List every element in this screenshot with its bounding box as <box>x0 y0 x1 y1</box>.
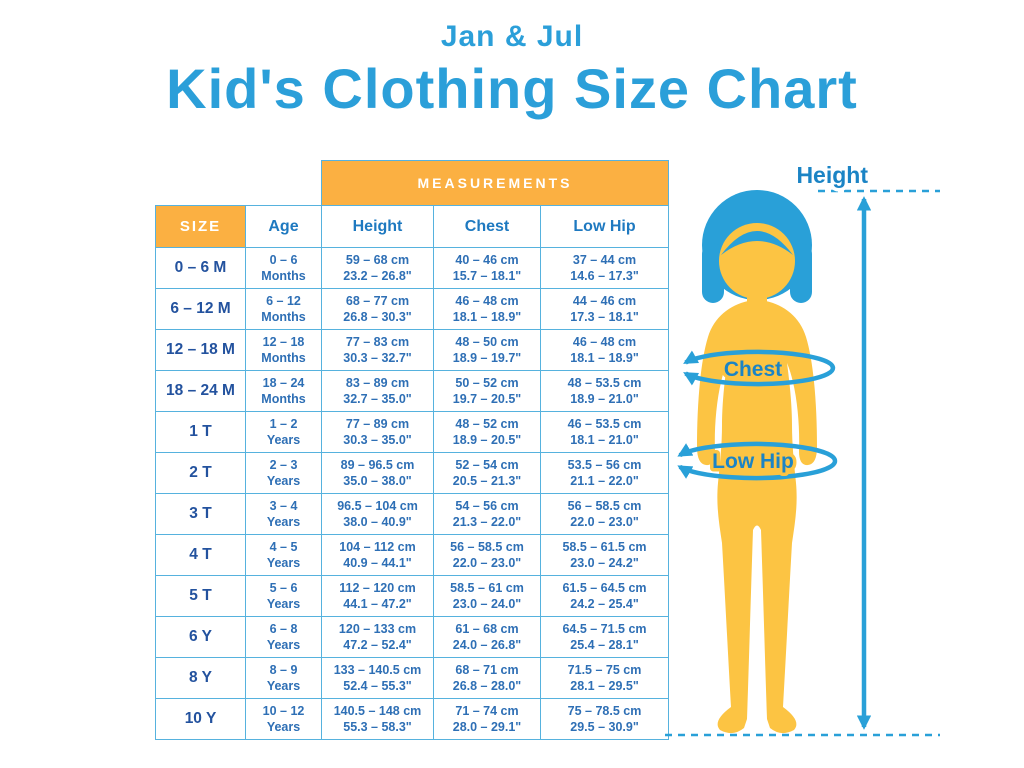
kid-hair-left-lock-icon <box>702 243 724 303</box>
height-cell: 59 – 68 cm 23.2 – 26.8" <box>321 247 434 289</box>
size-cell: 5 T <box>155 575 246 617</box>
age-cell: 8 – 9 Years <box>245 657 322 699</box>
chest-cell: 46 – 48 cm 18.1 – 18.9" <box>433 288 541 330</box>
chest-cell: 54 – 56 cm 21.3 – 22.0" <box>433 493 541 535</box>
age-cell: 6 – 12 Months <box>245 288 322 330</box>
brand-title: Jan & Jul <box>440 20 584 53</box>
low-hip-cell: 56 – 58.5 cm 22.0 – 23.0" <box>539 493 670 535</box>
size-cell: 3 T <box>155 493 246 535</box>
size-cell: 0 – 6 M <box>155 247 246 289</box>
size-cell: 1 T <box>155 411 246 453</box>
column-header-row: SIZE Age Height Chest Low Hip <box>155 205 670 248</box>
low-hip-column-header: Low Hip <box>539 205 670 248</box>
low-hip-measure-ellipse <box>677 441 838 481</box>
age-cell: 10 – 12 Years <box>245 698 322 740</box>
table-row: 18 – 24 M 18 – 24 Months 83 – 89 cm 32.7 –… <box>155 370 670 412</box>
height-cell: 112 – 120 cm 44.1 – 47.2" <box>321 575 434 617</box>
low-hip-cell: 37 – 44 cm 14.6 – 17.3" <box>539 247 670 289</box>
kid-body-silhouette <box>697 293 817 734</box>
chest-cell: 61 – 68 cm 24.0 – 26.8" <box>433 616 541 658</box>
chest-cell: 52 – 54 cm 20.5 – 21.3" <box>433 452 541 494</box>
age-cell: 4 – 5 Years <box>245 534 322 576</box>
measurements-header: MEASUREMENTS <box>320 160 670 206</box>
age-cell: 6 – 8 Years <box>245 616 322 658</box>
height-cell: 140.5 – 148 cm 55.3 – 58.3" <box>321 698 434 740</box>
age-cell: 0 – 6 Months <box>245 247 322 289</box>
age-cell: 12 – 18 Months <box>245 329 322 371</box>
size-cell: 6 – 12 M <box>155 288 246 330</box>
low-hip-cell: 48 – 53.5 cm 18.9 – 21.0" <box>539 370 670 412</box>
chest-cell: 48 – 50 cm 18.9 – 19.7" <box>433 329 541 371</box>
chest-cell: 71 – 74 cm 28.0 – 29.1" <box>433 698 541 740</box>
page-title: Kid's Clothing Size Chart <box>166 57 858 120</box>
low-hip-cell: 44 – 46 cm 17.3 – 18.1" <box>539 288 670 330</box>
size-column-header: SIZE <box>155 205 246 248</box>
age-cell: 5 – 6 Years <box>245 575 322 617</box>
table-row: 6 – 12 M 6 – 12 Months 68 – 77 cm 26.8 – 3… <box>155 288 670 330</box>
height-cell: 77 – 89 cm 30.3 – 35.0" <box>321 411 434 453</box>
table-row: 10 Y 10 – 12 Years 140.5 – 148 cm 55.3 – 5… <box>155 698 670 740</box>
size-table-body: 0 – 6 M 0 – 6 Months 59 – 68 cm 23.2 – 26.… <box>155 247 670 740</box>
height-cell: 104 – 112 cm 40.9 – 44.1" <box>321 534 434 576</box>
low-hip-cell: 75 – 78.5 cm 29.5 – 30.9" <box>539 698 670 740</box>
height-column-header: Height <box>321 205 434 248</box>
kid-hair-right-lock-icon <box>790 243 812 303</box>
height-cell: 120 – 133 cm 47.2 – 52.4" <box>321 616 434 658</box>
table-row: 1 T 1 – 2 Years 77 – 89 cm 30.3 – 35.0" 48… <box>155 411 670 453</box>
height-cell: 83 – 89 cm 32.7 – 35.0" <box>321 370 434 412</box>
table-row: 3 T 3 – 4 Years 96.5 – 104 cm 38.0 – 40.9"… <box>155 493 670 535</box>
table-blank-corner <box>155 160 322 206</box>
height-label: Height <box>796 162 868 188</box>
size-cell: 18 – 24 M <box>155 370 246 412</box>
size-cell: 6 Y <box>155 616 246 658</box>
age-cell: 2 – 3 Years <box>245 452 322 494</box>
height-cell: 68 – 77 cm 26.8 – 30.3" <box>321 288 434 330</box>
table-row: 5 T 5 – 6 Years 112 – 120 cm 44.1 – 47.2" … <box>155 575 670 617</box>
low-hip-cell: 53.5 – 56 cm 21.1 – 22.0" <box>539 452 670 494</box>
kid-measurement-diagram: Height Chest Low Hip <box>665 159 940 737</box>
low-hip-cell: 46 – 53.5 cm 18.1 – 21.0" <box>539 411 670 453</box>
table-row: 0 – 6 M 0 – 6 Months 59 – 68 cm 23.2 – 26.… <box>155 247 670 289</box>
age-cell: 3 – 4 Years <box>245 493 322 535</box>
chest-cell: 50 – 52 cm 19.7 – 20.5" <box>433 370 541 412</box>
chest-cell: 56 – 58.5 cm 22.0 – 23.0" <box>433 534 541 576</box>
age-cell: 1 – 2 Years <box>245 411 322 453</box>
height-cell: 133 – 140.5 cm 52.4 – 55.3" <box>321 657 434 699</box>
chest-cell: 48 – 52 cm 18.9 – 20.5" <box>433 411 541 453</box>
low-hip-cell: 64.5 – 71.5 cm 25.4 – 28.1" <box>539 616 670 658</box>
table-row: 8 Y 8 – 9 Years 133 – 140.5 cm 52.4 – 55.3… <box>155 657 670 699</box>
height-cell: 96.5 – 104 cm 38.0 – 40.9" <box>321 493 434 535</box>
low-hip-label: Low Hip <box>712 450 794 473</box>
size-cell: 4 T <box>155 534 246 576</box>
table-row: 2 T 2 – 3 Years 89 – 96.5 cm 35.0 – 38.0" … <box>155 452 670 494</box>
kid-fringe-icon <box>721 231 793 255</box>
size-table: MEASUREMENTS SIZE Age Height Chest Low H… <box>155 160 670 740</box>
kid-figure <box>697 190 817 734</box>
age-column-header: Age <box>245 205 322 248</box>
chest-cell: 58.5 – 61 cm 23.0 – 24.0" <box>433 575 541 617</box>
chest-column-header: Chest <box>433 205 541 248</box>
size-cell: 2 T <box>155 452 246 494</box>
table-row: 6 Y 6 – 8 Years 120 – 133 cm 47.2 – 52.4" … <box>155 616 670 658</box>
chest-label: Chest <box>724 358 782 381</box>
size-cell: 10 Y <box>155 698 246 740</box>
size-cell: 12 – 18 M <box>155 329 246 371</box>
measurements-row: MEASUREMENTS <box>155 160 670 206</box>
chest-cell: 68 – 71 cm 26.8 – 28.0" <box>433 657 541 699</box>
height-cell: 77 – 83 cm 30.3 – 32.7" <box>321 329 434 371</box>
chest-cell: 40 – 46 cm 15.7 – 18.1" <box>433 247 541 289</box>
chest-measure-ellipse <box>683 349 836 387</box>
age-cell: 18 – 24 Months <box>245 370 322 412</box>
size-cell: 8 Y <box>155 657 246 699</box>
low-hip-cell: 46 – 48 cm 18.1 – 18.9" <box>539 329 670 371</box>
table-row: 4 T 4 – 5 Years 104 – 112 cm 40.9 – 44.1" … <box>155 534 670 576</box>
table-row: 12 – 18 M 12 – 18 Months 77 – 83 cm 30.3 –… <box>155 329 670 371</box>
height-cell: 89 – 96.5 cm 35.0 – 38.0" <box>321 452 434 494</box>
